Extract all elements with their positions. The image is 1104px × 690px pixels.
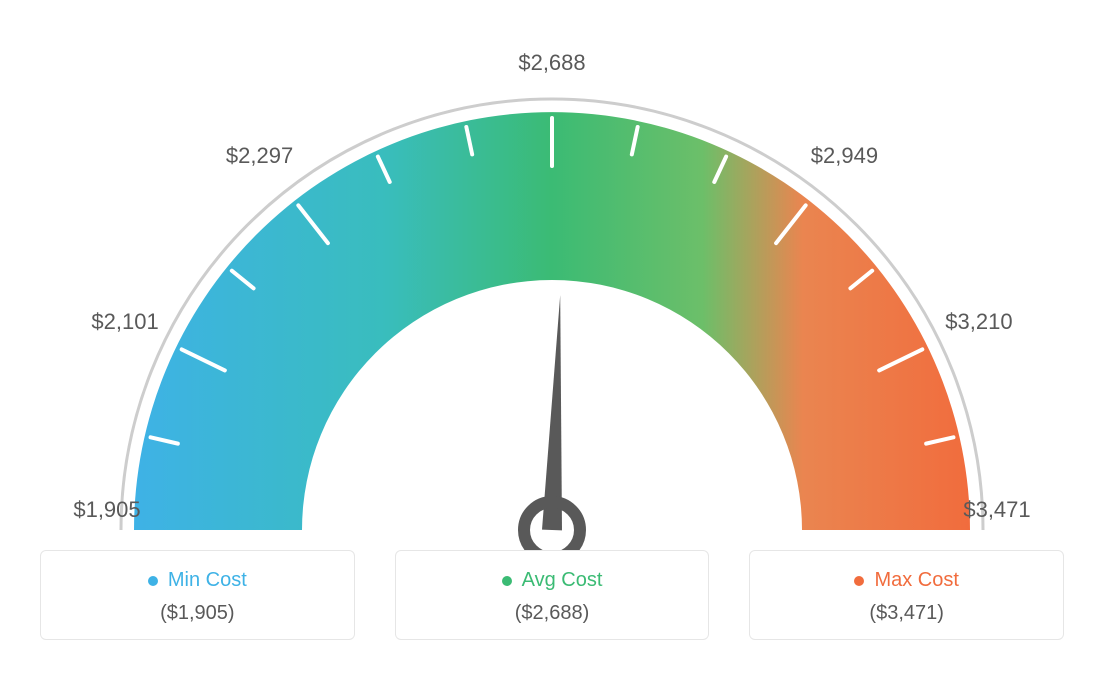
legend-value-max: ($3,471): [760, 602, 1053, 625]
legend-label: Avg Cost: [522, 569, 603, 592]
legend-title-avg: Avg Cost: [502, 569, 603, 592]
legend-label: Min Cost: [168, 569, 247, 592]
gauge-tick-label: $1,905: [73, 497, 140, 523]
legend-title-max: Max Cost: [854, 569, 958, 592]
dot-icon: [502, 576, 512, 586]
gauge-svg: [0, 0, 1104, 550]
legend-card-max: Max Cost ($3,471): [749, 550, 1064, 640]
dot-icon: [854, 576, 864, 586]
gauge-tick-label: $2,297: [226, 143, 293, 169]
gauge-tick-label: $2,688: [518, 50, 585, 76]
gauge-tick-label: $3,471: [963, 497, 1030, 523]
legend-title-min: Min Cost: [148, 569, 247, 592]
legend-row: Min Cost ($1,905) Avg Cost ($2,688) Max …: [0, 550, 1104, 640]
legend-value-avg: ($2,688): [406, 602, 699, 625]
legend-card-avg: Avg Cost ($2,688): [395, 550, 710, 640]
legend-value-min: ($1,905): [51, 602, 344, 625]
gauge-tick-label: $2,949: [811, 143, 878, 169]
dot-icon: [148, 576, 158, 586]
gauge-tick-label: $3,210: [945, 309, 1012, 335]
legend-card-min: Min Cost ($1,905): [40, 550, 355, 640]
gauge-chart: $1,905 $2,101 $2,297 $2,688 $2,949 $3,210 $3,4…: [0, 0, 1104, 550]
legend-label: Max Cost: [874, 569, 958, 592]
gauge-tick-label: $2,101: [91, 309, 158, 335]
